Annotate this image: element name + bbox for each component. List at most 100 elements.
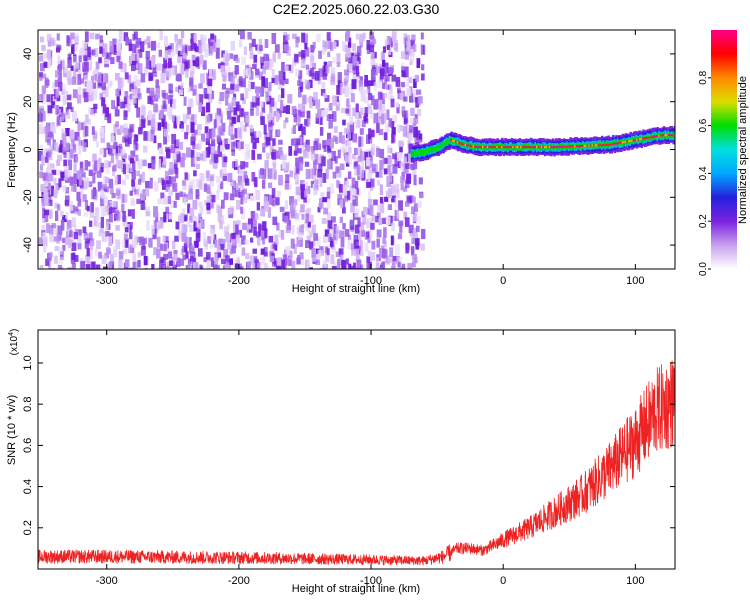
noise-pixel xyxy=(86,248,90,257)
noise-pixel xyxy=(386,109,390,120)
signal-peak-pixel xyxy=(596,144,599,147)
noise-pixel xyxy=(129,190,133,196)
noise-pixel xyxy=(303,190,309,198)
noise-pixel xyxy=(222,83,226,90)
noise-pixel xyxy=(43,236,48,247)
noise-pixel xyxy=(175,86,179,92)
noise-pixel xyxy=(298,123,303,131)
noise-pixel xyxy=(318,50,322,59)
noise-pixel xyxy=(142,159,147,167)
noise-pixel xyxy=(92,130,98,142)
noise-pixel xyxy=(376,212,381,218)
noise-pixel xyxy=(179,213,185,224)
noise-pixel xyxy=(178,89,184,96)
noise-pixel xyxy=(197,128,202,136)
noise-pixel xyxy=(231,245,236,254)
noise-pixel xyxy=(357,174,361,181)
noise-pixel xyxy=(257,262,261,268)
noise-pixel xyxy=(181,232,187,242)
noise-pixel xyxy=(109,41,113,52)
noise-pixel xyxy=(391,185,396,195)
noise-pixel xyxy=(240,161,245,170)
x-tick-label: -100 xyxy=(360,275,382,287)
noise-pixel xyxy=(246,68,251,78)
noise-pixel xyxy=(267,132,271,141)
noise-pixel xyxy=(48,59,52,68)
noise-pixel xyxy=(156,63,162,71)
noise-pixel xyxy=(409,58,413,66)
noise-pixel xyxy=(56,159,61,166)
noise-pixel xyxy=(105,221,110,231)
colorbar-ticks: 0.00.20.40.60.8 xyxy=(698,70,711,276)
noise-pixel xyxy=(397,124,401,133)
noise-pixel xyxy=(122,239,126,248)
noise-pixel xyxy=(214,253,219,265)
noise-pixel xyxy=(111,207,116,214)
y-tick-label: 1.0 xyxy=(22,355,34,370)
noise-pixel xyxy=(96,170,102,178)
noise-pixel xyxy=(289,196,295,206)
noise-pixel xyxy=(187,203,191,214)
noise-pixel xyxy=(195,151,200,157)
noise-pixel xyxy=(44,126,50,134)
spectrogram-y-label: Frequency (Hz) xyxy=(6,112,18,188)
noise-pixel xyxy=(186,220,192,227)
noise-pixel xyxy=(206,184,211,194)
noise-pixel xyxy=(324,95,330,102)
noise-pixel xyxy=(146,220,150,231)
noise-pixel xyxy=(407,128,413,140)
signal-peak-pixel xyxy=(463,143,466,146)
noise-pixel xyxy=(182,113,187,124)
noise-pixel xyxy=(218,125,223,135)
noise-pixel xyxy=(122,248,127,254)
noise-pixel xyxy=(78,176,83,186)
noise-pixel xyxy=(129,167,133,173)
noise-pixel xyxy=(314,71,320,81)
noise-pixel xyxy=(347,139,351,147)
noise-pixel xyxy=(135,154,139,162)
noise-pixel xyxy=(104,86,109,98)
noise-pixel xyxy=(347,171,352,179)
noise-pixel xyxy=(147,42,151,49)
noise-pixel xyxy=(150,129,155,135)
noise-pixel xyxy=(199,54,204,65)
noise-pixel xyxy=(76,94,82,104)
noise-pixel xyxy=(44,192,49,203)
noise-pixel xyxy=(249,71,254,80)
noise-pixel xyxy=(119,125,124,134)
figure-title: C2E2.2025.060.22.03.G30 xyxy=(273,1,440,17)
noise-pixel xyxy=(360,107,364,116)
noise-pixel xyxy=(80,172,86,178)
noise-pixel xyxy=(352,43,356,52)
noise-pixel xyxy=(195,143,201,150)
noise-pixel xyxy=(370,69,376,81)
noise-pixel xyxy=(249,52,254,60)
noise-pixel xyxy=(225,87,231,94)
noise-pixel xyxy=(367,207,371,215)
noise-pixel xyxy=(241,56,246,65)
noise-pixel xyxy=(264,263,268,269)
signal-peak-pixel xyxy=(628,140,631,143)
noise-pixel xyxy=(72,144,77,153)
noise-pixel xyxy=(155,42,160,49)
signal-peak-pixel xyxy=(616,142,620,145)
signal-peak-pixel xyxy=(574,145,577,148)
noise-pixel xyxy=(103,196,108,204)
signal-peak-pixel xyxy=(635,138,639,141)
noise-pixel xyxy=(347,128,351,140)
noise-pixel xyxy=(153,122,157,131)
noise-pixel xyxy=(254,137,260,143)
noise-pixel xyxy=(210,175,214,181)
noise-pixel xyxy=(306,66,310,75)
noise-pixel xyxy=(288,146,293,156)
noise-pixel xyxy=(260,257,266,265)
noise-pixel xyxy=(401,263,406,269)
noise-pixel xyxy=(230,75,235,87)
signal-peak-pixel xyxy=(486,146,490,149)
noise-pixel xyxy=(285,245,290,255)
noise-pixel xyxy=(98,72,102,83)
noise-pixel xyxy=(51,125,57,134)
noise-pixel xyxy=(237,176,243,182)
noise-pixel xyxy=(236,234,240,243)
